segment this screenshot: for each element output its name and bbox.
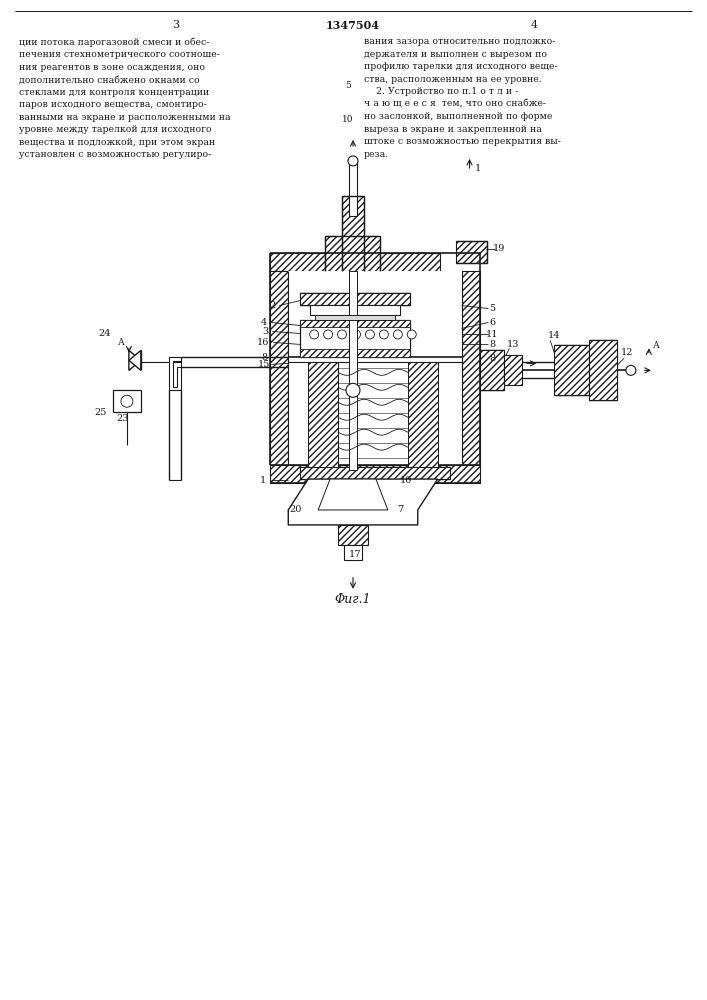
Text: 1: 1 xyxy=(260,476,267,485)
Bar xyxy=(315,315,395,320)
Circle shape xyxy=(346,383,360,397)
Bar xyxy=(338,525,368,545)
Bar xyxy=(270,271,288,465)
Text: 3: 3 xyxy=(262,327,269,336)
Text: 11: 11 xyxy=(486,330,498,339)
Text: А: А xyxy=(653,341,660,350)
Text: 8: 8 xyxy=(489,340,496,349)
Circle shape xyxy=(380,330,388,339)
Circle shape xyxy=(121,395,133,407)
Text: вания зазора относительно подложко-
держателя и выполнен с вырезом по
профилю та: вания зазора относительно подложко- держ… xyxy=(364,37,561,159)
Text: 5: 5 xyxy=(489,304,496,313)
Circle shape xyxy=(348,156,358,166)
Bar xyxy=(342,196,364,271)
Text: 14: 14 xyxy=(548,331,561,340)
Bar xyxy=(504,355,522,385)
Text: 5: 5 xyxy=(345,81,351,90)
Bar xyxy=(344,545,362,560)
Text: 2: 2 xyxy=(269,301,276,310)
Text: 16: 16 xyxy=(257,338,269,347)
Bar xyxy=(455,241,487,263)
Text: 20: 20 xyxy=(289,505,301,514)
Text: 13: 13 xyxy=(507,340,520,349)
Text: 12: 12 xyxy=(621,348,633,357)
Bar xyxy=(270,253,440,271)
Bar xyxy=(300,293,410,305)
Text: 6: 6 xyxy=(489,318,496,327)
Circle shape xyxy=(324,330,332,339)
Polygon shape xyxy=(129,350,141,370)
Text: 23: 23 xyxy=(117,414,129,423)
Text: 3: 3 xyxy=(172,20,180,30)
Text: 8: 8 xyxy=(262,353,267,362)
Polygon shape xyxy=(169,357,181,390)
Bar xyxy=(308,362,338,467)
Polygon shape xyxy=(318,479,388,510)
Bar xyxy=(408,362,438,467)
Bar xyxy=(479,350,504,390)
Circle shape xyxy=(310,330,319,339)
Bar xyxy=(300,349,410,357)
Bar xyxy=(589,340,617,400)
Bar xyxy=(325,236,380,271)
Text: 7: 7 xyxy=(397,505,403,514)
Circle shape xyxy=(626,365,636,375)
Text: 4: 4 xyxy=(531,20,538,30)
Text: 1: 1 xyxy=(474,164,481,173)
Text: 8: 8 xyxy=(489,354,496,363)
Bar xyxy=(349,161,357,216)
Bar xyxy=(349,271,357,470)
Bar xyxy=(554,345,589,395)
Bar xyxy=(270,465,479,483)
Bar xyxy=(300,467,450,479)
Text: ции потока парогазовой смеси и обес-
печения стехнометрического соотноше-
ния ре: ции потока парогазовой смеси и обес- печ… xyxy=(19,37,231,159)
Circle shape xyxy=(366,330,375,339)
Text: 10: 10 xyxy=(399,476,412,485)
Text: 24: 24 xyxy=(99,329,111,338)
Bar xyxy=(288,271,462,465)
Text: 17: 17 xyxy=(349,550,361,559)
Text: 25: 25 xyxy=(95,408,107,417)
Bar xyxy=(310,305,400,315)
Circle shape xyxy=(337,330,346,339)
Text: 1347504: 1347504 xyxy=(326,20,380,31)
Polygon shape xyxy=(129,350,141,370)
Text: 15: 15 xyxy=(258,360,271,369)
Bar xyxy=(113,390,141,412)
Polygon shape xyxy=(288,479,438,525)
Circle shape xyxy=(351,330,361,339)
Bar xyxy=(462,271,479,465)
Bar xyxy=(300,320,410,357)
Text: 4: 4 xyxy=(261,318,267,327)
Text: 19: 19 xyxy=(493,244,506,253)
Text: Φиг.1: Φиг.1 xyxy=(334,593,371,606)
Text: 10: 10 xyxy=(342,115,354,124)
Text: А: А xyxy=(117,338,124,347)
Circle shape xyxy=(407,330,416,339)
Bar xyxy=(300,320,410,327)
Circle shape xyxy=(393,330,402,339)
